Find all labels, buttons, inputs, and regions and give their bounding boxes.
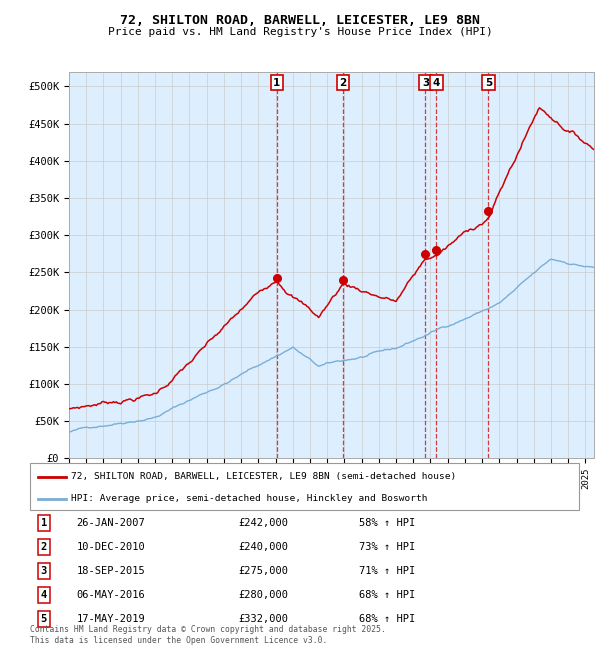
- Text: £242,000: £242,000: [239, 517, 289, 528]
- Text: 58% ↑ HPI: 58% ↑ HPI: [359, 517, 416, 528]
- Text: £240,000: £240,000: [239, 541, 289, 552]
- FancyBboxPatch shape: [30, 463, 579, 510]
- Text: 06-MAY-2016: 06-MAY-2016: [77, 590, 145, 600]
- Text: 2: 2: [41, 541, 47, 552]
- Text: HPI: Average price, semi-detached house, Hinckley and Bosworth: HPI: Average price, semi-detached house,…: [71, 494, 428, 503]
- Text: 1: 1: [273, 77, 280, 88]
- Text: 1: 1: [41, 517, 47, 528]
- Text: 5: 5: [485, 77, 492, 88]
- Text: 72, SHILTON ROAD, BARWELL, LEICESTER, LE9 8BN (semi-detached house): 72, SHILTON ROAD, BARWELL, LEICESTER, LE…: [71, 472, 457, 481]
- Text: 68% ↑ HPI: 68% ↑ HPI: [359, 614, 416, 624]
- Text: 3: 3: [422, 77, 429, 88]
- Text: 26-JAN-2007: 26-JAN-2007: [77, 517, 145, 528]
- Text: 68% ↑ HPI: 68% ↑ HPI: [359, 590, 416, 600]
- Text: 72, SHILTON ROAD, BARWELL, LEICESTER, LE9 8BN: 72, SHILTON ROAD, BARWELL, LEICESTER, LE…: [120, 14, 480, 27]
- Text: 73% ↑ HPI: 73% ↑ HPI: [359, 541, 416, 552]
- Text: 5: 5: [41, 614, 47, 624]
- Text: 17-MAY-2019: 17-MAY-2019: [77, 614, 145, 624]
- Text: £332,000: £332,000: [239, 614, 289, 624]
- Text: Price paid vs. HM Land Registry's House Price Index (HPI): Price paid vs. HM Land Registry's House …: [107, 27, 493, 37]
- Text: 4: 4: [41, 590, 47, 600]
- Text: 4: 4: [433, 77, 440, 88]
- Text: £275,000: £275,000: [239, 566, 289, 576]
- Text: 71% ↑ HPI: 71% ↑ HPI: [359, 566, 416, 576]
- Text: 10-DEC-2010: 10-DEC-2010: [77, 541, 145, 552]
- Text: £280,000: £280,000: [239, 590, 289, 600]
- Text: Contains HM Land Registry data © Crown copyright and database right 2025.
This d: Contains HM Land Registry data © Crown c…: [30, 625, 386, 645]
- Text: 18-SEP-2015: 18-SEP-2015: [77, 566, 145, 576]
- Text: 2: 2: [340, 77, 347, 88]
- Text: 3: 3: [41, 566, 47, 576]
